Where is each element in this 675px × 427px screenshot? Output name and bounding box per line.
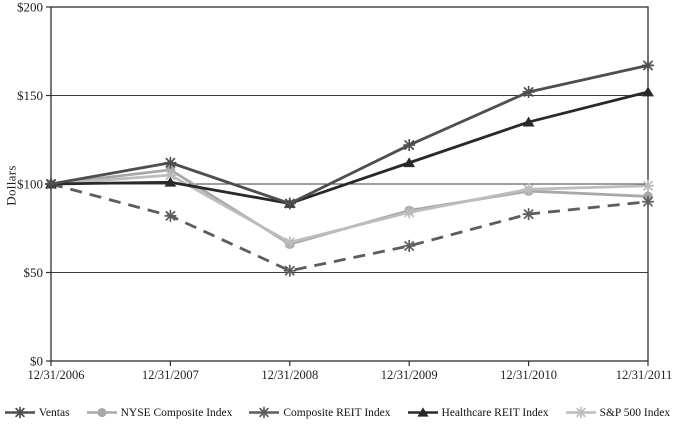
- star-marker: [522, 207, 535, 221]
- star-marker: [574, 406, 587, 419]
- triangle-marker: [642, 86, 654, 97]
- y-tick-label: $100: [17, 177, 43, 192]
- legend-label: NYSE Composite Index: [120, 406, 233, 419]
- star-marker: [44, 177, 58, 191]
- star-marker: [641, 179, 655, 192]
- legend-item-composite-reit-index: Composite REIT Index: [249, 405, 391, 420]
- triangle-marker: [522, 116, 535, 127]
- series-line: [50, 64, 649, 205]
- star-marker: [403, 138, 416, 152]
- star-marker: [258, 406, 271, 419]
- triangle-marker: [403, 157, 416, 168]
- series-ventas: [44, 59, 655, 210]
- legend-label: Ventas: [38, 406, 70, 419]
- star-marker: [164, 169, 177, 182]
- triangle-legend-marker-icon: [407, 407, 438, 417]
- x-tick-label: 12/31/2011: [616, 368, 672, 382]
- star-marker: [283, 264, 296, 277]
- legend: Ventas NYSE Composite Index Composite REIT…: [0, 405, 675, 420]
- x-tick-label: 12/31/2010: [500, 368, 557, 382]
- circle-marker: [97, 407, 107, 418]
- star-marker: [283, 236, 296, 249]
- y-tick-label: $0: [30, 354, 43, 369]
- plot-area: $0 $50 $100 $150 $200 12/31/2006 12/31/2007 12/…: [17, 0, 672, 382]
- series-line: [50, 90, 649, 205]
- series-line: [50, 182, 649, 273]
- star-legend-marker-icon: [565, 406, 596, 419]
- x-tick-label: 12/31/2009: [381, 368, 438, 382]
- circle-legend-marker-icon: [86, 407, 117, 418]
- series-line: [50, 173, 649, 244]
- series-composite-reit-index: [44, 177, 655, 277]
- legend-item-nyse-composite-index: NYSE Composite Index: [86, 405, 233, 420]
- legend-label: Composite REIT Index: [283, 406, 391, 419]
- star-marker: [522, 183, 535, 196]
- legend-label: Healthcare REIT Index: [441, 406, 549, 419]
- star-marker: [641, 195, 655, 208]
- star-legend-marker-icon: [4, 406, 35, 419]
- series-line: [50, 168, 649, 246]
- star-marker: [164, 209, 177, 223]
- legend-item-s-p-500-index: S&P 500 Index: [565, 405, 671, 420]
- star-marker: [164, 156, 177, 169]
- star-marker: [641, 59, 655, 72]
- legend-item-healthcare-reit-index: Healthcare REIT Index: [407, 405, 549, 420]
- star-marker: [14, 406, 26, 419]
- star-marker: [403, 206, 416, 219]
- x-tick-label: 12/31/2006: [28, 368, 85, 382]
- star-marker: [283, 197, 296, 210]
- y-tick-label: $50: [24, 265, 44, 280]
- x-tick-label: 12/31/2007: [142, 368, 199, 382]
- legend-label: S&P 500 Index: [599, 406, 671, 419]
- y-tick-label: $150: [17, 88, 43, 103]
- x-tick-label: 12/31/2008: [261, 368, 318, 382]
- star-marker: [522, 85, 535, 99]
- legend-item-ventas: Ventas: [4, 405, 70, 420]
- triangle-marker: [416, 407, 429, 417]
- star-legend-marker-icon: [249, 406, 280, 419]
- y-tick-label: $200: [17, 0, 43, 15]
- star-marker: [403, 239, 416, 253]
- triangle-marker: [164, 176, 177, 187]
